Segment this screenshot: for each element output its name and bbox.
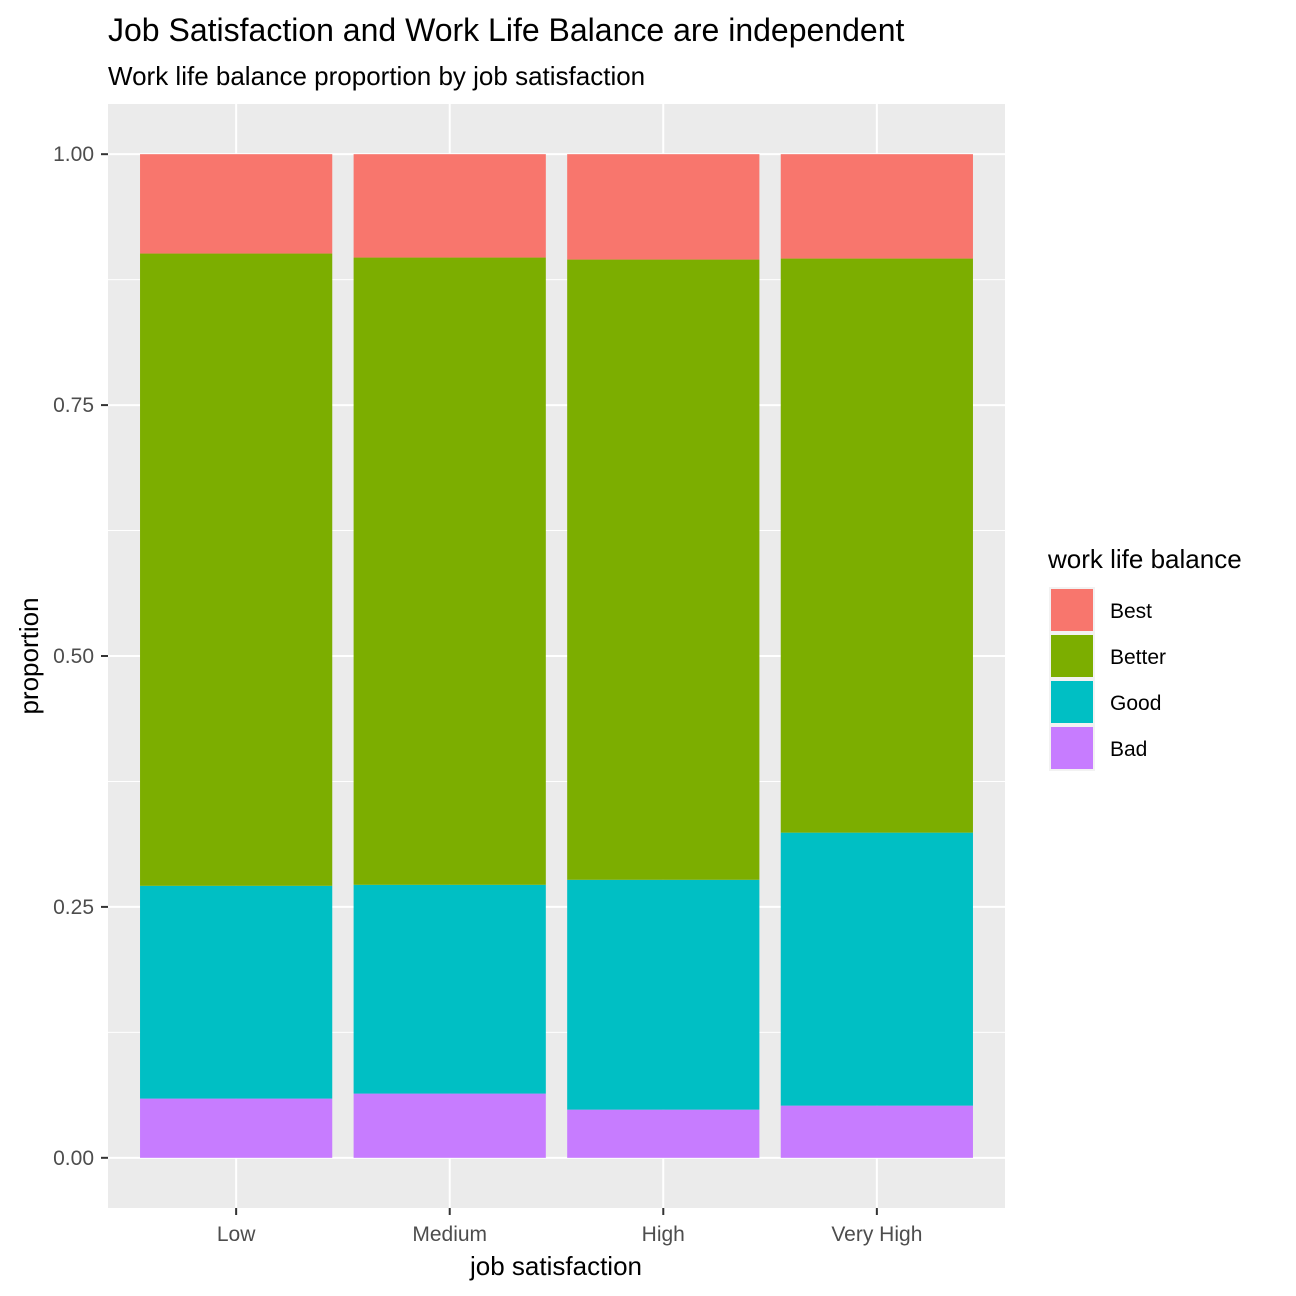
- bar-segment: [353, 884, 546, 1094]
- legend-title: work life balance: [1047, 544, 1242, 574]
- x-tick-label: Low: [217, 1223, 256, 1246]
- legend-swatch: [1051, 635, 1093, 677]
- legend-swatch: [1051, 589, 1093, 631]
- bar-segment: [780, 1105, 973, 1158]
- y-tick-label: 0.75: [53, 394, 94, 417]
- x-tick-label: Medium: [412, 1223, 487, 1246]
- x-tick-label: High: [642, 1223, 685, 1246]
- legend-label: Bad: [1110, 738, 1147, 761]
- bar-segment: [567, 259, 760, 880]
- bar-segment: [140, 1098, 333, 1158]
- chart-subtitle: Work life balance proportion by job sati…: [108, 61, 645, 91]
- bar-segment: [140, 885, 333, 1099]
- y-tick-label: 0.50: [53, 645, 94, 668]
- legend: work life balance Best Better Good Bad: [1047, 544, 1242, 771]
- bar-segment: [567, 1109, 760, 1158]
- y-tick-label: 1.00: [53, 143, 94, 166]
- y-tick-label: 0.25: [53, 896, 94, 919]
- bar-segment: [140, 154, 333, 254]
- legend-swatch: [1051, 727, 1093, 769]
- legend-label: Good: [1110, 692, 1161, 715]
- legend-label: Best: [1110, 600, 1152, 623]
- bar-segment: [780, 832, 973, 1106]
- bar-segment: [353, 257, 546, 885]
- y-axis: 0.00 0.25 0.50 0.75 1.00: [53, 143, 108, 1170]
- legend-label: Better: [1110, 646, 1166, 669]
- bar-segment: [140, 253, 333, 886]
- bar-segment: [567, 879, 760, 1110]
- y-tick-label: 0.00: [53, 1147, 94, 1170]
- bar-segment: [780, 154, 973, 259]
- bar-segment: [353, 1093, 546, 1158]
- x-axis-title: job satisfaction: [469, 1251, 642, 1281]
- bars: [140, 154, 973, 1158]
- bar-segment: [353, 154, 546, 258]
- bar-segment: [567, 154, 760, 260]
- chart-title: Job Satisfaction and Work Life Balance a…: [108, 12, 904, 48]
- x-tick-label: Very High: [831, 1223, 922, 1246]
- y-axis-title: proportion: [14, 597, 44, 714]
- legend-swatch: [1051, 681, 1093, 723]
- x-axis: Low Medium High Very High: [217, 1208, 922, 1246]
- bar-segment: [780, 258, 973, 833]
